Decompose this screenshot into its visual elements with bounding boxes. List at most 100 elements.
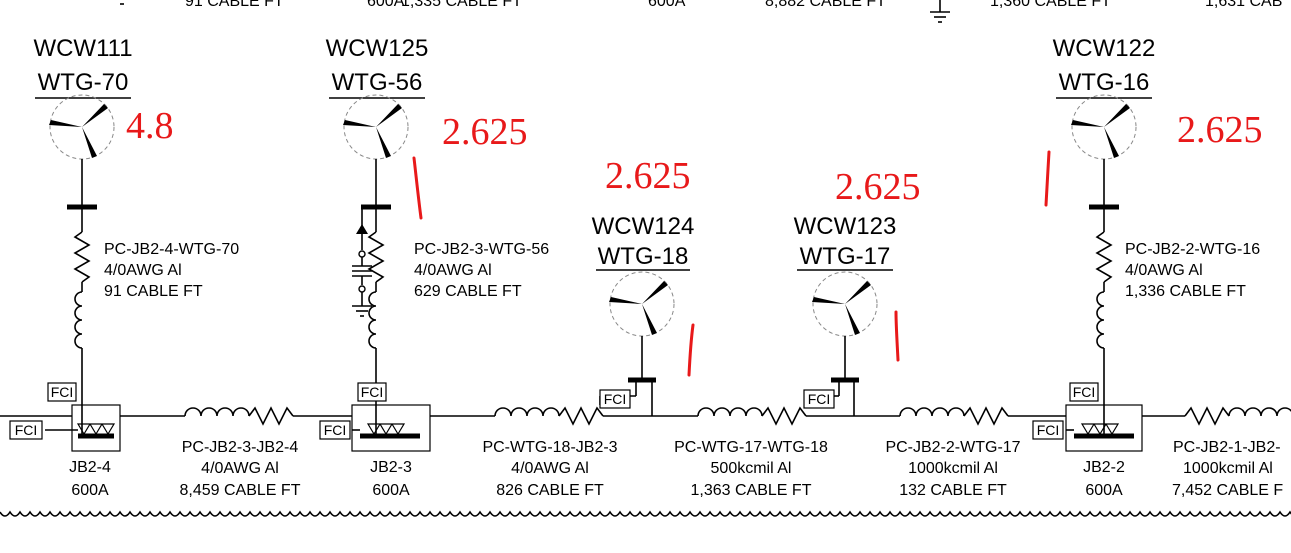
feeder-cable-label-wtg-16: PC-JB2-2-WTG-16 4/0AWG Al 1,336 CABLE FT bbox=[1125, 241, 1260, 300]
turbine-1-id: WCW111 bbox=[33, 35, 132, 62]
bus-cable-label-3: PC-WTG-17-WTG-18 500kcmil Al 1,363 CABLE… bbox=[674, 439, 828, 499]
turbine-5-id: WCW122 bbox=[1053, 35, 1156, 62]
cable-length: 826 CABLE FT bbox=[496, 482, 604, 499]
cable-length: 91 CABLE FT bbox=[104, 283, 203, 300]
wind-turbine-icon bbox=[343, 94, 409, 160]
jb-name: JB2-4 bbox=[69, 459, 111, 476]
jb-rating: 600A bbox=[1085, 482, 1123, 499]
wind-turbine-icon bbox=[609, 271, 675, 337]
cable-size: 4/0AWG Al bbox=[511, 460, 589, 477]
rating-wtg-16: 2.625 bbox=[1177, 109, 1263, 151]
rating-wtg-56: 2.625 bbox=[442, 111, 528, 153]
cable-name: PC-WTG-17-WTG-18 bbox=[674, 439, 828, 456]
wind-turbine-icon bbox=[812, 271, 878, 337]
junction-box-jb2-4 bbox=[45, 404, 121, 452]
rating-wtg-17: 2.625 bbox=[835, 166, 921, 208]
cable-length: 132 CABLE FT bbox=[899, 482, 1007, 499]
rating-wtg-18: 2.625 bbox=[605, 155, 691, 197]
fci-indicator: FCI bbox=[599, 389, 631, 409]
wind-turbine-icon bbox=[49, 94, 115, 160]
cable-size: 1000kcmil Al bbox=[908, 460, 998, 477]
cable-name: PC-WTG-18-JB2-3 bbox=[482, 439, 617, 456]
turbine-4-tag: WTG-17 bbox=[800, 243, 891, 270]
capacitor-branch bbox=[352, 207, 372, 317]
feeder-wtg-70 bbox=[67, 159, 97, 434]
cable-size: 1000kcmil Al bbox=[1183, 460, 1273, 477]
junction-box-jb2-2 bbox=[1065, 404, 1143, 452]
svg-text:FCI: FCI bbox=[1037, 422, 1060, 438]
cable-length: 7,452 CABLE F bbox=[1172, 482, 1283, 499]
svg-text:FCI: FCI bbox=[15, 422, 38, 438]
turbine-2-id: WCW125 bbox=[326, 35, 429, 62]
junction-box-jb2-3 bbox=[351, 404, 431, 452]
cable-name: PC-JB2-1-JB2- bbox=[1173, 439, 1281, 456]
rating-wtg-70: 4.8 bbox=[126, 105, 174, 147]
bus-cable-label-4: PC-JB2-2-WTG-17 1000kcmil Al 132 CABLE F… bbox=[885, 439, 1020, 499]
jb-name: JB2-3 bbox=[370, 459, 412, 476]
ratings: 4.8 2.625 2.625 2.625 2.625 bbox=[126, 105, 1263, 208]
cable-size: 500kcmil Al bbox=[711, 460, 792, 477]
top-label-6: 1,360 CABLE FT bbox=[990, 0, 1111, 10]
turbine-1-tag: WTG-70 bbox=[38, 69, 129, 96]
feeder-wtg-17 bbox=[831, 336, 859, 416]
turbine-4-id: WCW123 bbox=[794, 213, 897, 240]
markup-stroke-1 bbox=[412, 156, 423, 220]
svg-text:FCI: FCI bbox=[604, 391, 627, 407]
cable-length: 1,336 CABLE FT bbox=[1125, 283, 1246, 300]
collector-line bbox=[0, 406, 1291, 426]
cable-size: 4/0AWG Al bbox=[201, 460, 279, 477]
feeder-cable-label-wtg-70: PC-JB2-4-WTG-70 4/0AWG Al 91 CABLE FT bbox=[104, 241, 239, 300]
jb-label-jb2-3: JB2-3 600A bbox=[370, 459, 412, 499]
jb-label-jb2-2: JB2-2 600A bbox=[1083, 459, 1125, 499]
top-label-5: 8,882 CABLE FT bbox=[765, 0, 886, 10]
top-label-1: 91 CABLE FT bbox=[185, 0, 284, 10]
top-strip: 91 CABLE FT 600A 1,335 CABLE FT 600A 8,8… bbox=[120, 0, 1282, 23]
jb-rating: 600A bbox=[372, 482, 410, 499]
fci-indicator: FCI bbox=[1069, 382, 1099, 402]
cable-size: 4/0AWG Al bbox=[1125, 262, 1203, 279]
markup-stroke-4 bbox=[894, 310, 900, 362]
svg-text:FCI: FCI bbox=[361, 384, 384, 400]
bus-cable-label-2: PC-WTG-18-JB2-3 4/0AWG Al 826 CABLE FT bbox=[482, 439, 617, 499]
svg-text:FCI: FCI bbox=[1073, 384, 1096, 400]
top-label-2: 600A bbox=[367, 0, 405, 10]
top-label-3: 1,335 CABLE FT bbox=[401, 0, 522, 10]
cable-length: 629 CABLE FT bbox=[414, 283, 522, 300]
svg-text:FCI: FCI bbox=[51, 384, 74, 400]
turbine-3-id: WCW124 bbox=[592, 213, 695, 240]
markup-stroke-2 bbox=[1044, 150, 1051, 207]
ground-symbol-top bbox=[930, 0, 950, 23]
cable-name: PC-JB2-3-WTG-56 bbox=[414, 241, 549, 258]
bus-cable-label-5: PC-JB2-1-JB2- 1000kcmil Al 7,452 CABLE F bbox=[1172, 439, 1283, 499]
feeder-wtg-16 bbox=[1089, 159, 1119, 434]
markup-stroke-3 bbox=[687, 323, 695, 377]
cable-length: 8,459 CABLE FT bbox=[180, 482, 301, 499]
fci-indicator: FCI bbox=[319, 420, 351, 440]
fci-indicator: FCI bbox=[1032, 420, 1064, 440]
fci-indicator: FCI bbox=[9, 420, 43, 440]
break-line bbox=[0, 510, 1291, 517]
bus-cable-label-1: PC-JB2-3-JB2-4 4/0AWG Al 8,459 CABLE FT bbox=[180, 439, 301, 499]
jb-rating: 600A bbox=[71, 482, 109, 499]
jb-name: JB2-2 bbox=[1083, 459, 1125, 476]
wind-turbine-icon bbox=[1071, 94, 1137, 160]
red-markups bbox=[412, 150, 1051, 377]
top-label-4: 600A bbox=[648, 0, 686, 10]
fci-indicator: FCI bbox=[357, 382, 387, 402]
turbine-titles: WCW111 WTG-70 WCW125 WTG-56 WCW124 WTG-1… bbox=[33, 35, 1156, 271]
cable-name: PC-JB2-2-WTG-17 bbox=[885, 439, 1020, 456]
svg-text:FCI: FCI bbox=[324, 422, 347, 438]
turbine-3-tag: WTG-18 bbox=[598, 243, 689, 270]
turbine-2-tag: WTG-56 bbox=[332, 69, 423, 96]
cable-size: 4/0AWG Al bbox=[414, 262, 492, 279]
feeder-cable-label-wtg-56: PC-JB2-3-WTG-56 4/0AWG Al 629 CABLE FT bbox=[414, 241, 549, 300]
fci-indicator: FCI bbox=[803, 389, 835, 409]
cable-name: PC-JB2-4-WTG-70 bbox=[104, 241, 239, 258]
svg-text:FCI: FCI bbox=[808, 391, 831, 407]
cable-name: PC-JB2-3-JB2-4 bbox=[182, 439, 299, 456]
jb-label-jb2-4: JB2-4 600A bbox=[69, 459, 111, 499]
top-label-7: 1,631 CAB bbox=[1205, 0, 1282, 10]
cable-size: 4/0AWG Al bbox=[104, 262, 182, 279]
turbine-5-tag: WTG-16 bbox=[1059, 69, 1150, 96]
